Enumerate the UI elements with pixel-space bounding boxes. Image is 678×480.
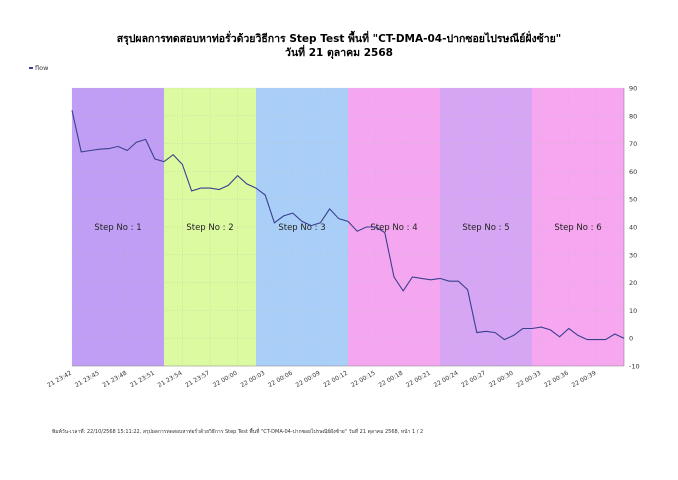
step-label-5: Step No : 5 (462, 223, 509, 233)
step-label-2: Step No : 2 (186, 223, 233, 233)
x-tick-label: 22 00:33 (515, 370, 542, 390)
x-tick-label: 21 23:54 (157, 370, 184, 390)
x-tick-label: 22 00:09 (295, 370, 322, 390)
step-label-4: Step No : 4 (370, 223, 417, 233)
y-tick-label: 70 (629, 140, 637, 148)
y-tick-label: 20 (629, 279, 637, 287)
y-tick-label: 30 (629, 251, 637, 259)
x-tick-label: 22 00:18 (377, 370, 404, 390)
x-tick-label: 22 00:36 (543, 370, 570, 390)
chart-subtitle: วันที่ 21 ตุลาคม 2568 (285, 47, 393, 59)
x-tick-label: 22 00:03 (239, 370, 266, 390)
y-tick-label: 40 (629, 224, 637, 232)
x-tick-label: 22 00:21 (405, 370, 432, 390)
series-line-flow (71, 110, 625, 341)
x-tick-label: 22 00:24 (433, 370, 460, 390)
y-tick-label: 60 (629, 168, 637, 176)
y-tick-label: -10 (629, 363, 640, 371)
x-tick-label: 22 00:27 (460, 370, 487, 390)
x-tick-label: 22 00:12 (322, 370, 349, 390)
legend-label-flow: flow (35, 64, 49, 72)
x-tick-label: 22 00:00 (212, 370, 239, 390)
chart-title: สรุปผลการทดสอบหาท่อรั่วด้วยวิธีการ Step … (116, 33, 562, 45)
x-tick-label: 21 23:57 (184, 370, 211, 390)
legend-swatch-flow (29, 67, 33, 69)
y-tick-label: 50 (629, 196, 637, 204)
y-tick-label: 80 (629, 112, 637, 120)
x-tick-label: 22 00:06 (267, 370, 294, 390)
x-tick-label: 22 00:39 (571, 370, 598, 390)
step-label-1: Step No : 1 (94, 223, 141, 233)
y-tick-label: 0 (629, 335, 633, 343)
step-label-3: Step No : 3 (278, 223, 325, 233)
x-tick-label: 21 23:48 (101, 370, 128, 390)
x-tick-label: 22 00:15 (350, 370, 377, 390)
step-label-6: Step No : 6 (554, 223, 601, 233)
y-tick-label: 90 (629, 85, 637, 93)
x-tick-label: 21 23:51 (129, 370, 156, 390)
x-tick-label: 22 00:30 (488, 370, 515, 390)
x-tick-label: 21 23:45 (74, 370, 101, 390)
flow-chart: Step No : 1 Step No : 2 Step No : 3 Step No… (29, 64, 640, 390)
x-tick-label: 21 23:42 (46, 370, 73, 390)
print-footer: พิมพ์วัน-เวลาที่: 22/10/2568 15:11:22, ส… (52, 429, 424, 435)
y-tick-label: 10 (629, 307, 637, 315)
